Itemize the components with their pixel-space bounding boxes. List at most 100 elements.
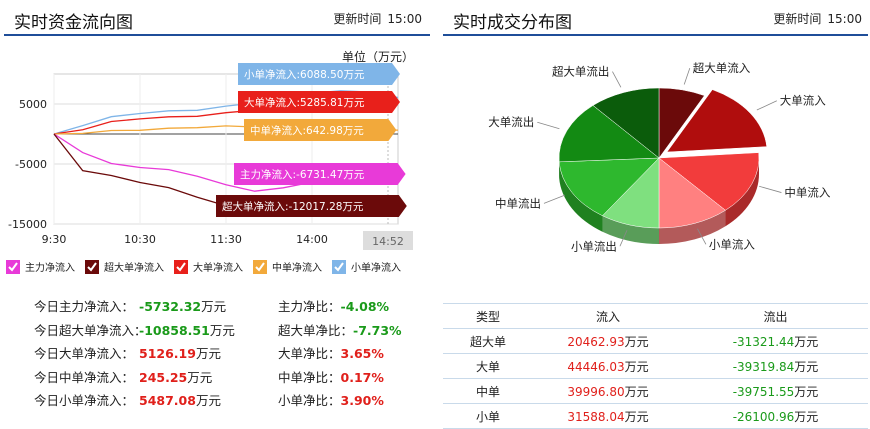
cell-inflow: 20462.93万元 xyxy=(533,329,683,354)
cell-inflow: 39996.80万元 xyxy=(533,379,683,404)
pie-slice-label: 小单流出 xyxy=(571,239,617,253)
cell-inflow: 44446.03万元 xyxy=(533,354,683,379)
stat-label: 今日中单净流入： xyxy=(34,371,139,395)
callout-text: 超大单净流入:-12017.28万元 xyxy=(222,200,364,213)
outflow-unit: 万元 xyxy=(794,410,818,424)
stat-unit: 万元 xyxy=(210,324,235,348)
table-header-row: 类型 流入 流出 xyxy=(443,304,868,329)
legend-item[interactable]: 超大单净流入 xyxy=(85,259,164,274)
outflow-value: -31321.44 xyxy=(733,335,795,349)
pie-label-leader xyxy=(757,101,777,110)
legend-item[interactable]: 中单净流入 xyxy=(253,259,322,274)
stat-value: 245.25 xyxy=(139,371,187,395)
ratio-value: 3.90% xyxy=(341,394,384,418)
stat-unit: 万元 xyxy=(196,347,221,371)
x-tick-label: 9:30 xyxy=(42,233,67,246)
cell-type: 小单 xyxy=(443,404,533,429)
outflow-unit: 万元 xyxy=(794,385,818,399)
col-type-header: 类型 xyxy=(443,304,533,329)
stat-unit: 万元 xyxy=(196,394,221,418)
inflow-unit: 万元 xyxy=(625,335,649,349)
net-ratio-stats: 主力净比：-4.08%超大单净比：-7.73%大单净比：3.65%中单净比：0.… xyxy=(278,300,402,418)
update-time-label: 更新时间 xyxy=(773,12,821,26)
ratio-row: 小单净比：3.90% xyxy=(278,394,402,418)
inflow-value: 20462.93 xyxy=(567,335,624,349)
legend-item[interactable]: 主力净流入 xyxy=(6,259,75,274)
ratio-row: 超大单净比：-7.73% xyxy=(278,324,402,348)
inflow-unit: 万元 xyxy=(625,360,649,374)
stat-value: 5126.19 xyxy=(139,347,196,371)
legend-label: 小单净流入 xyxy=(351,259,401,274)
pie-label-leader xyxy=(544,195,565,203)
pie-label-leader xyxy=(684,68,690,84)
chart-legend: 主力净流入超大单净流入大单净流入 中单净流入 小单净流入 xyxy=(6,259,411,274)
legend-check-icon xyxy=(85,260,99,274)
ratio-label: 中单净比： xyxy=(278,371,341,395)
pie-label-leader xyxy=(759,186,781,192)
callout-text: 中单净流入:642.98万元 xyxy=(250,124,364,137)
pie-slice-label: 中单流入 xyxy=(784,186,830,200)
stat-label: 今日大单净流入： xyxy=(34,347,139,371)
legend-check-icon xyxy=(174,260,188,274)
outflow-value: -39751.55 xyxy=(733,385,795,399)
legend-check-icon xyxy=(6,260,20,274)
y-tick-label: 5000 xyxy=(19,98,47,111)
distribution-update: 更新时间 15:00 xyxy=(773,10,862,27)
cell-type: 超大单 xyxy=(443,329,533,354)
legend-item[interactable]: 大单净流入 xyxy=(174,259,243,274)
cell-type: 中单 xyxy=(443,379,533,404)
series-callout: 小单净流入:6088.50万元 xyxy=(238,63,400,85)
legend-check-icon xyxy=(332,260,346,274)
ratio-value: -7.73% xyxy=(353,324,402,348)
outflow-unit: 万元 xyxy=(794,335,818,349)
stat-unit: 万元 xyxy=(187,371,212,395)
pie-slice-label: 超大单流入 xyxy=(693,61,751,75)
series-callout: 主力净流入:-6731.47万元 xyxy=(234,163,406,185)
legend-label: 中单净流入 xyxy=(272,259,322,274)
stat-label: 今日超大单净流入： xyxy=(34,324,139,348)
stat-value: 5487.08 xyxy=(139,394,196,418)
stat-unit: 万元 xyxy=(201,300,226,324)
update-time-value: 15:00 xyxy=(827,12,862,26)
inflow-value: 44446.03 xyxy=(567,360,624,374)
cell-outflow: -39751.55万元 xyxy=(683,379,868,404)
ratio-label: 小单净比： xyxy=(278,394,341,418)
x-tick-label: 10:30 xyxy=(124,233,156,246)
outflow-value: -26100.96 xyxy=(733,410,795,424)
series-callout: 中单净流入:642.98万元 xyxy=(244,119,396,141)
pie-slice-label: 超大单流出 xyxy=(552,65,610,79)
callout-text: 大单净流入:5285.81万元 xyxy=(244,96,365,109)
cell-type: 大单 xyxy=(443,354,533,379)
legend-item[interactable]: 小单净流入 xyxy=(332,259,401,274)
ratio-row: 大单净比：3.65% xyxy=(278,347,402,371)
stat-value: -5732.32 xyxy=(139,300,201,324)
series-callout: 超大单净流入:-12017.28万元 xyxy=(216,195,407,217)
ratio-row: 主力净比：-4.08% xyxy=(278,300,402,324)
pie-slice-label: 大单流入 xyxy=(780,94,826,108)
col-in-header: 流入 xyxy=(533,304,683,329)
cell-outflow: -31321.44万元 xyxy=(683,329,868,354)
inflow-value: 39996.80 xyxy=(567,385,624,399)
legend-label: 主力净流入 xyxy=(25,259,75,274)
callout-text: 小单净流入:6088.50万元 xyxy=(244,68,365,81)
cell-outflow: -39319.84万元 xyxy=(683,354,868,379)
stat-value: -10858.51 xyxy=(139,324,210,348)
pie-label-leader xyxy=(537,122,559,129)
y-tick-label: -5000 xyxy=(15,158,47,171)
pie-slice-label: 小单流入 xyxy=(709,237,755,251)
series-callout: 大单净流入:5285.81万元 xyxy=(238,91,400,113)
